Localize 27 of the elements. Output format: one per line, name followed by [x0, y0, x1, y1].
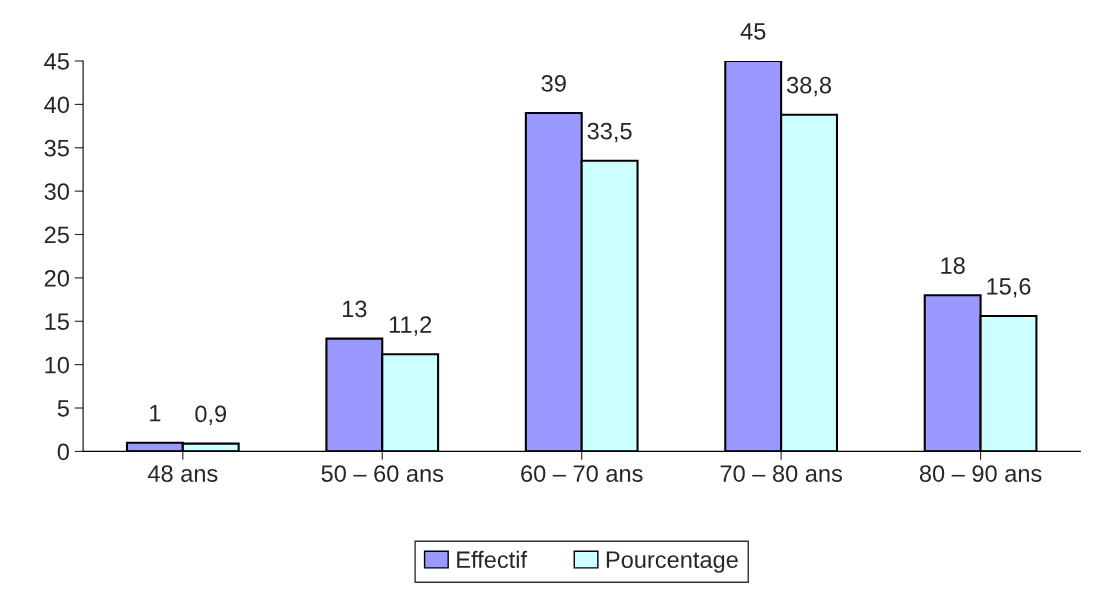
y-tick-label: 35	[44, 139, 69, 157]
data-label: 15,6	[987, 278, 1031, 298]
x-tick-label: 48 ans	[147, 465, 218, 482]
legend-label: Pourcentage	[606, 551, 738, 573]
x-tick-label: 70 – 80 ans	[720, 465, 842, 482]
y-tick-label: 40	[44, 96, 69, 114]
data-label: 18	[941, 257, 965, 274]
data-label: 11,2	[389, 316, 432, 336]
data-label: 1	[150, 404, 161, 422]
y-tick-label: 20	[44, 269, 69, 287]
y-tick-label: 10	[45, 356, 69, 374]
data-label: 38,8	[786, 76, 832, 97]
legend-label: Effectif	[457, 550, 528, 569]
y-tick-label: 15	[45, 313, 69, 331]
x-tick-label: 60 – 70 ans	[521, 465, 643, 482]
x-tick-label: 80 – 90 ans	[919, 465, 1042, 482]
y-tick-label: 0	[57, 443, 69, 461]
data-label: 0,9	[195, 405, 227, 426]
data-label: 45	[740, 23, 766, 40]
y-tick-label: 25	[44, 226, 69, 244]
data-label: 13	[343, 300, 367, 318]
y-tick-label: 30	[44, 183, 69, 200]
data-label: 33,5	[587, 122, 632, 143]
x-tick-label: 50 – 60 ans	[321, 465, 444, 482]
data-label: 39	[541, 75, 566, 92]
y-tick-label: 45	[44, 53, 69, 70]
y-tick-label: 5	[57, 400, 69, 417]
